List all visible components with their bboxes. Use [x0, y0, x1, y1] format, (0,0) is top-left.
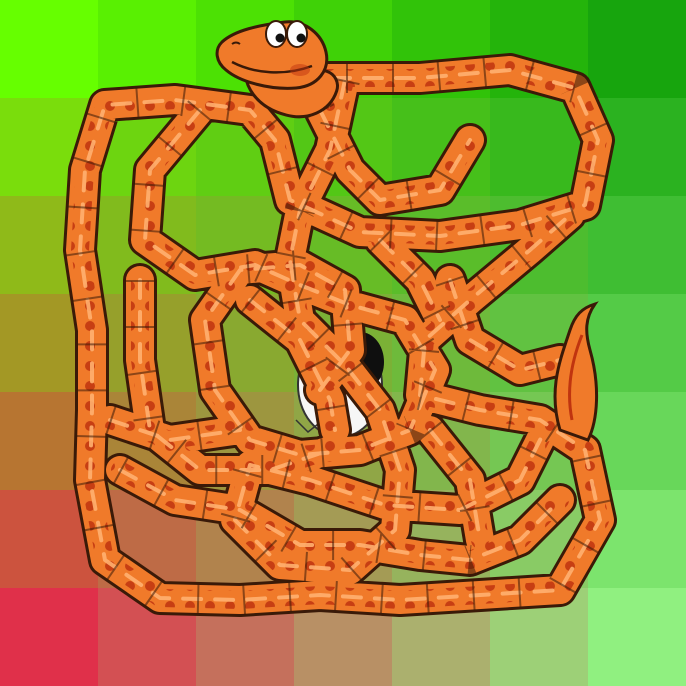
snake-tail[interactable] [553, 301, 599, 442]
snake-head[interactable] [215, 20, 339, 119]
background-tile [588, 0, 686, 99]
snake-tail-stripe [568, 334, 584, 421]
snake-nostril [231, 41, 241, 45]
snake-tail-shape [553, 301, 599, 442]
snake-eye-left [265, 20, 287, 48]
snake-pupil-left [275, 33, 285, 43]
background-tile [0, 588, 99, 686]
snake-cheek [290, 64, 310, 76]
background-tile [588, 588, 686, 686]
background-tile [588, 294, 686, 393]
snake-eye-right [286, 20, 308, 48]
background-tile [0, 0, 99, 99]
background-tile [98, 0, 197, 99]
snake-pupil-right [296, 33, 306, 43]
background-tile [588, 196, 686, 295]
